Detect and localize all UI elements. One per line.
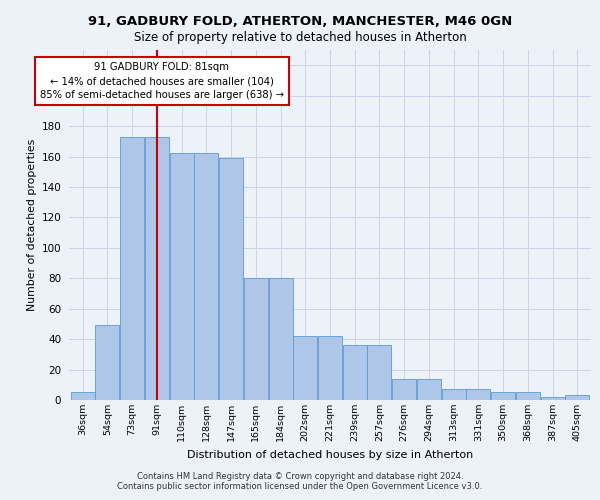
Bar <box>491 392 515 400</box>
Bar <box>145 136 169 400</box>
Bar <box>293 336 317 400</box>
Bar <box>565 396 589 400</box>
Bar <box>219 158 243 400</box>
Y-axis label: Number of detached properties: Number of detached properties <box>28 139 37 311</box>
Bar <box>343 345 367 400</box>
Bar <box>466 390 490 400</box>
Text: Contains HM Land Registry data © Crown copyright and database right 2024.
Contai: Contains HM Land Registry data © Crown c… <box>118 472 482 491</box>
Text: Size of property relative to detached houses in Atherton: Size of property relative to detached ho… <box>134 31 466 44</box>
Bar <box>170 154 194 400</box>
Bar <box>417 378 441 400</box>
Bar <box>516 392 540 400</box>
Text: 91 GADBURY FOLD: 81sqm
← 14% of detached houses are smaller (104)
85% of semi-de: 91 GADBURY FOLD: 81sqm ← 14% of detached… <box>40 62 284 100</box>
Bar <box>392 378 416 400</box>
Bar <box>244 278 268 400</box>
Bar <box>95 326 119 400</box>
Text: 91, GADBURY FOLD, ATHERTON, MANCHESTER, M46 0GN: 91, GADBURY FOLD, ATHERTON, MANCHESTER, … <box>88 15 512 28</box>
Bar <box>442 390 466 400</box>
Bar <box>194 154 218 400</box>
Bar <box>541 397 565 400</box>
Bar <box>367 345 391 400</box>
Bar <box>318 336 342 400</box>
Bar <box>269 278 293 400</box>
X-axis label: Distribution of detached houses by size in Atherton: Distribution of detached houses by size … <box>187 450 473 460</box>
Bar <box>71 392 95 400</box>
Bar <box>120 136 144 400</box>
